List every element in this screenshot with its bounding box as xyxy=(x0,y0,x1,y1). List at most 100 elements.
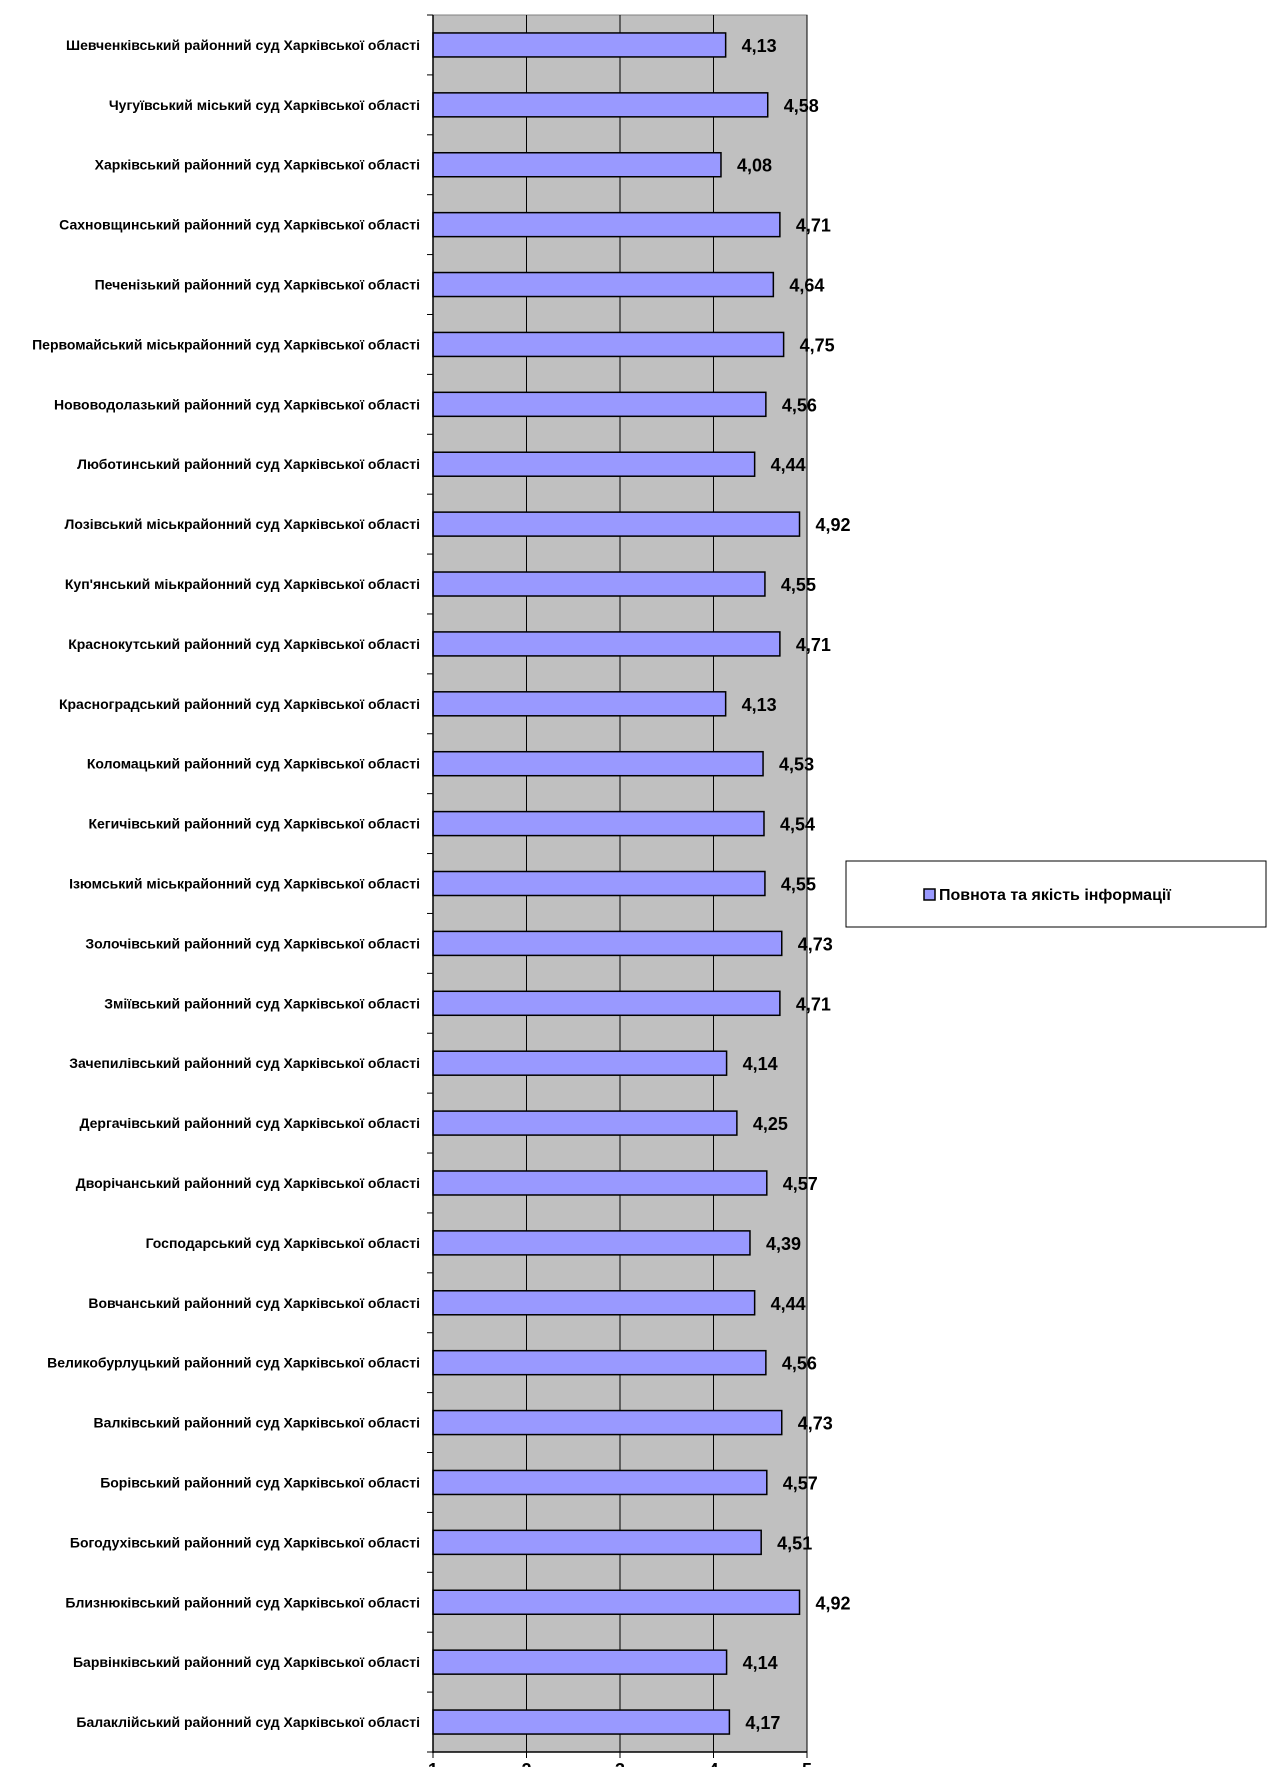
value-label: 4,44 xyxy=(771,455,806,475)
category-label: Дергачівський районний суд Харківської о… xyxy=(79,1115,420,1131)
category-label: Харківський районний суд Харківської обл… xyxy=(95,157,420,173)
bar xyxy=(432,1349,767,1376)
bar xyxy=(432,571,766,597)
bar xyxy=(432,151,722,178)
bar xyxy=(432,990,781,1017)
category-label: Балаклійський районний суд Харківської о… xyxy=(76,1714,420,1730)
value-labels: 4,13 4,58 4,08 4,71 4,64 4,75 4,56 4,44 4,92 4,55… xyxy=(737,36,851,1733)
bar xyxy=(432,1589,801,1616)
value-label: 4,14 xyxy=(743,1653,778,1673)
value-label: 4,71 xyxy=(796,994,831,1014)
value-label: 4,54 xyxy=(780,815,815,835)
category-label: Чугуївський міський суд Харківської обла… xyxy=(109,97,420,113)
value-label: 4,55 xyxy=(781,575,816,595)
value-label: 4,14 xyxy=(743,1054,778,1074)
bar xyxy=(432,691,727,717)
bar xyxy=(432,271,775,298)
category-label: Люботинський районний суд Харківської об… xyxy=(77,456,420,472)
category-label: Кегичівський районний суд Харківської об… xyxy=(88,816,420,832)
bar xyxy=(432,1050,728,1076)
value-label: 4,57 xyxy=(783,1174,818,1194)
value-label: 4,13 xyxy=(742,36,777,56)
value-label: 4,57 xyxy=(783,1473,818,1493)
bar xyxy=(432,1290,756,1316)
category-label: Борівський районний суд Харківської обла… xyxy=(100,1474,420,1490)
category-label: Валківський районний суд Харківської обл… xyxy=(94,1415,420,1431)
bar xyxy=(432,331,785,358)
category-label: Богодухівський районний суд Харківської … xyxy=(70,1534,420,1550)
x-tick-label: 4 xyxy=(708,1760,718,1767)
legend-swatch xyxy=(923,888,936,901)
bar xyxy=(432,1529,762,1556)
bar xyxy=(432,391,767,418)
bar xyxy=(432,930,783,957)
value-label: 4,92 xyxy=(816,515,851,535)
bar xyxy=(432,1110,738,1136)
legend-label: Повнота та якість інформації xyxy=(939,887,1171,904)
x-tick-label: 2 xyxy=(521,1760,531,1767)
legend-box xyxy=(845,860,1267,928)
value-label: 4,58 xyxy=(784,96,819,116)
value-label: 4,73 xyxy=(798,934,833,954)
category-label: Куп'янський міькрайонний суд Харківської… xyxy=(65,576,420,592)
value-label: 4,71 xyxy=(796,635,831,655)
x-tick-label: 1 xyxy=(428,1760,438,1767)
value-label: 4,55 xyxy=(781,875,816,895)
bar xyxy=(432,211,781,238)
bar xyxy=(432,750,764,777)
bar xyxy=(432,451,756,477)
category-label: Шевченківський районний суд Харківської … xyxy=(66,37,420,53)
value-label: 4,92 xyxy=(816,1593,851,1613)
bar xyxy=(432,32,727,58)
value-label: 4,56 xyxy=(782,1354,817,1374)
bar xyxy=(432,1709,731,1735)
value-label: 4,25 xyxy=(753,1114,788,1134)
category-label: Краснокутський районний суд Харківської … xyxy=(68,636,420,652)
bar xyxy=(432,870,766,897)
category-label: Господарський суд Харківської області xyxy=(146,1235,420,1251)
category-label: Печенізький районний суд Харківської обл… xyxy=(95,277,420,293)
value-label: 4,17 xyxy=(745,1713,780,1733)
category-label: Золочівський районний суд Харківської об… xyxy=(85,935,420,951)
category-label: Барвінківський районний суд Харківської … xyxy=(73,1654,420,1670)
bar xyxy=(432,1170,768,1196)
x-tick-label: 3 xyxy=(615,1760,625,1767)
bar xyxy=(432,92,769,118)
value-label: 4,64 xyxy=(789,276,824,296)
value-label: 4,13 xyxy=(742,695,777,715)
category-label: Дворічанський районний суд Харківської о… xyxy=(76,1175,420,1191)
x-tick-label: 5 xyxy=(802,1760,812,1767)
category-label: Сахновщинський районний суд Харківської … xyxy=(59,217,420,233)
category-label: Зачепилівський районний суд Харківської … xyxy=(69,1055,420,1071)
bar xyxy=(432,1469,768,1496)
category-label: Коломацький районний суд Харківської обл… xyxy=(87,756,420,772)
bar xyxy=(432,631,781,657)
value-label: 4,44 xyxy=(771,1294,806,1314)
category-label: Первомайський міськрайонний суд Харківсь… xyxy=(32,336,420,352)
bar xyxy=(432,1230,751,1256)
bar xyxy=(432,1409,783,1436)
value-label: 4,53 xyxy=(779,755,814,775)
category-label: Великобурлуцький районний суд Харківсько… xyxy=(47,1355,420,1371)
category-label: Вовчанський районний суд Харківської обл… xyxy=(88,1295,420,1311)
bar xyxy=(432,810,765,837)
value-label: 4,71 xyxy=(796,216,831,236)
bars xyxy=(432,32,801,1735)
value-label: 4,75 xyxy=(800,335,835,355)
value-label: 4,51 xyxy=(777,1533,812,1553)
bar xyxy=(432,511,801,537)
value-label: 4,56 xyxy=(782,395,817,415)
category-label: Зміївський районний суд Харківської обла… xyxy=(104,995,420,1011)
legend: Повнота та якість інформації xyxy=(845,860,1267,928)
axes: 1 2 3 4 5 xyxy=(427,14,812,1767)
value-label: 4,08 xyxy=(737,156,772,176)
category-label: Нововодолазький районний суд Харківської… xyxy=(54,396,420,412)
category-labels: Шевченківський районний суд Харківської … xyxy=(32,37,420,1730)
value-label: 4,39 xyxy=(766,1234,801,1254)
category-label: Красноградський районний суд Харківської… xyxy=(59,696,420,712)
value-label: 4,73 xyxy=(798,1414,833,1434)
category-label: Ізюмський міськрайонний суд Харківської … xyxy=(69,876,420,892)
category-label: Близнюківський районний суд Харківської … xyxy=(65,1594,420,1610)
bar xyxy=(432,1649,728,1675)
